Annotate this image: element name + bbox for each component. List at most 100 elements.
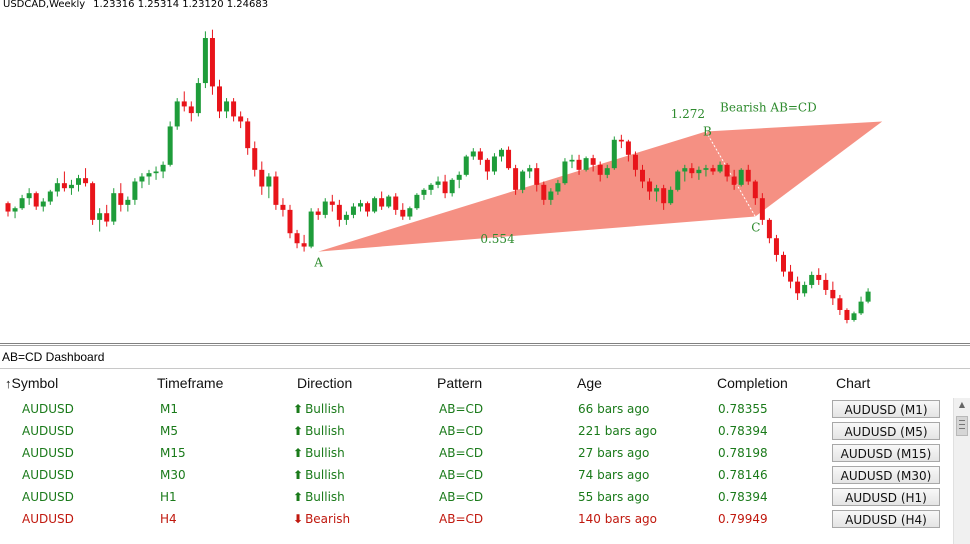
candle-body [830,289,836,299]
candle-body [499,149,504,157]
cell-symbol: AUDUSD [22,402,74,416]
column-header-age[interactable]: Age [577,375,602,391]
candle-body [555,183,561,192]
candle-body [421,189,427,195]
cell-timeframe: M5 [160,424,178,438]
open-chart-button[interactable]: AUDUSD (H4) [832,510,940,528]
candle-body [837,298,843,310]
scroll-up-arrow-icon[interactable]: ▲ [958,400,966,409]
cell-completion: 0.78146 [718,468,768,482]
cell-symbol: AUDUSD [22,424,74,438]
candle-body [759,198,765,220]
candle-body [717,164,723,172]
candle-body [273,176,279,205]
candle-body [188,106,194,114]
candle-body [336,204,342,220]
candle-body [745,169,751,182]
candle-body [795,281,801,294]
cell-symbol: AUDUSD [22,490,74,504]
open-chart-button[interactable]: AUDUSD (M5) [832,422,940,440]
cell-completion: 0.78394 [718,490,768,504]
column-header-pattern[interactable]: Pattern [437,375,483,391]
candle-body [520,171,526,190]
candle-body [766,219,772,239]
candle-body [470,151,476,157]
candle-body [456,174,462,180]
pattern-leg-bcd [705,121,883,217]
candle-body [245,121,251,149]
candle-body [47,191,53,202]
candle-body [816,274,822,280]
cell-completion: 0.78355 [718,402,768,416]
cell-age: 55 bars ago [578,490,650,504]
candle-body [12,208,18,212]
candle-body [407,208,413,217]
cell-symbol: AUDUSD [22,468,74,482]
open-chart-button[interactable]: AUDUSD (M30) [832,466,940,484]
point-b-label: B [703,124,712,138]
candle-body [548,191,554,200]
up-arrow-icon: ⬆ [293,402,304,416]
open-chart-button[interactable]: AUDUSD (M15) [832,444,940,462]
candle-body [569,159,575,162]
open-chart-button[interactable]: AUDUSD (M1) [832,400,940,418]
cell-timeframe: M30 [160,468,186,482]
candle-body [435,181,441,185]
panel-divider[interactable] [0,343,970,344]
column-header-symbol[interactable]: ↑Symbol [5,375,59,391]
candle-body [40,201,46,207]
candle-body [365,203,371,212]
candle-body [209,38,215,87]
pattern-bc-dotted [705,131,756,217]
column-header-direction[interactable]: Direction [297,375,353,391]
candle-body [865,291,871,302]
cell-completion: 0.78198 [718,446,768,460]
candle-body [146,173,152,177]
candle-body [386,196,392,207]
candle-body [731,176,737,185]
candle-body [590,158,596,165]
candle-body [724,164,730,177]
candle-body [809,274,815,285]
cell-symbol: AUDUSD [22,512,74,526]
candle-body [68,184,74,189]
candle-body [350,206,356,215]
cell-direction: ⬆ Bullish [293,446,345,460]
column-header-chart[interactable]: Chart [836,375,871,391]
candle-body [195,83,201,114]
candle-body [231,101,237,117]
vertical-scrollbar[interactable]: ▲ [953,398,970,544]
candle-body [534,168,540,185]
candle-body [668,189,674,204]
candle-body [315,211,321,215]
table-row: AUDUSD M5 ⬆ Bullish AB=CD 221 bars ago 0.78394… [0,420,950,442]
cell-completion: 0.78394 [718,424,768,438]
cell-timeframe: M1 [160,402,178,416]
column-header-timeframe[interactable]: Timeframe [157,375,224,391]
candle-body [252,148,258,170]
candle-body [379,198,385,207]
candle-body [217,86,222,112]
cell-direction: ⬆ Bullish [293,424,345,438]
candle-body [802,284,808,294]
column-header-completion[interactable]: Completion [717,375,788,391]
candle-body [562,161,568,184]
cell-age: 221 bars ago [578,424,658,438]
chart-canvas[interactable]: A B C 0.554 1.272 Bearish AB=CD [0,0,970,343]
cell-age: 74 bars ago [578,468,650,482]
candle-body [781,254,786,272]
price-chart[interactable]: A B C 0.554 1.272 Bearish AB=CD USDCAD,Weekly… [0,0,970,343]
point-a-label: A [313,256,323,270]
scroll-thumb[interactable] [956,416,968,436]
candle-body [83,178,89,184]
candle-body [477,151,483,160]
cell-pattern: AB=CD [439,512,484,526]
ratio-cd-label: 1.272 [671,107,705,121]
candle-body [491,156,497,172]
candle-body [372,198,378,212]
candle-body [343,214,349,220]
candle-body [851,313,857,320]
candle-body [54,183,60,192]
open-chart-button[interactable]: AUDUSD (H1) [832,488,940,506]
candle-body [527,168,533,172]
